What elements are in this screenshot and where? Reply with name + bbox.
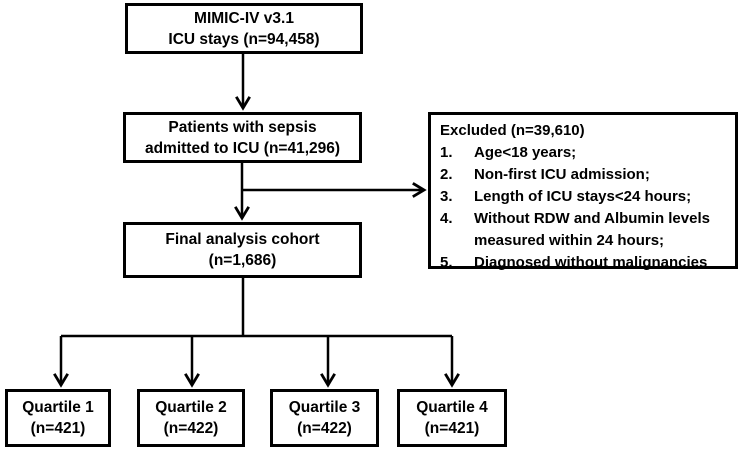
excluded-item-1-text: Age<18 years; xyxy=(474,144,577,161)
node-quartile-4: Quartile 4 (n=421) xyxy=(397,389,507,447)
excluded-item-1-number: 1. xyxy=(440,144,453,161)
excluded-item-2-text: Non-first ICU admission; xyxy=(474,166,650,183)
node-mimic-source-line2: ICU stays (n=94,458) xyxy=(168,30,320,48)
node-quartile-2-label: Quartile 2 xyxy=(155,399,227,416)
excluded-item-3-number: 3. xyxy=(440,188,453,205)
node-final-cohort-line2: (n=1,686) xyxy=(208,252,277,269)
node-mimic-source-line1: MIMIC-IV v3.1 xyxy=(194,9,294,27)
excluded-item-2-number: 2. xyxy=(440,166,453,183)
excluded-item-4: 4. Without RDW and Albumin levels measur… xyxy=(439,208,729,252)
node-quartile-2-count: (n=422) xyxy=(163,420,219,437)
node-quartile-4-count: (n=421) xyxy=(424,420,480,437)
node-quartile-1-label: Quartile 1 xyxy=(22,399,94,416)
excluded-item-5: 5. Diagnosed without malignancies xyxy=(439,252,729,274)
node-quartile-1: Quartile 1 (n=421) xyxy=(5,389,111,447)
excluded-item-1: 1. Age<18 years; xyxy=(439,142,729,164)
excluded-item-2: 2. Non-first ICU admission; xyxy=(439,164,729,186)
node-mimic-source: MIMIC-IV v3.1 ICU stays (n=94,458) xyxy=(125,3,363,54)
node-quartile-3: Quartile 3 (n=422) xyxy=(270,389,379,447)
node-quartile-3-label: Quartile 3 xyxy=(288,399,361,416)
node-quartile-1-count: (n=421) xyxy=(30,420,86,437)
node-sepsis-patients: Patients with sepsis admitted to ICU (n=… xyxy=(123,112,362,163)
node-sepsis-line1: Patients with sepsis xyxy=(168,118,317,136)
node-excluded: Excluded (n=39,610) 1. Age<18 years; 2. … xyxy=(428,112,738,271)
excluded-item-5-number: 5. xyxy=(440,254,453,271)
node-final-cohort-line1: Final analysis cohort xyxy=(165,231,320,248)
node-final-cohort: Final analysis cohort (n=1,686) xyxy=(123,222,362,278)
node-quartile-3-count: (n=422) xyxy=(297,420,352,437)
excluded-item-5-text: Diagnosed without malignancies xyxy=(474,254,708,271)
excluded-title: Excluded (n=39,610) xyxy=(440,122,585,139)
node-sepsis-line2: admitted to ICU (n=41,296) xyxy=(144,139,341,157)
excluded-item-4-number: 4. xyxy=(440,210,453,227)
excluded-item-4-text: Without RDW and Albumin levels measured … xyxy=(474,210,710,249)
node-quartile-2: Quartile 2 (n=422) xyxy=(137,389,245,447)
excluded-item-3: 3. Length of ICU stays<24 hours; xyxy=(439,186,729,208)
excluded-item-3-text: Length of ICU stays<24 hours; xyxy=(474,188,692,205)
node-quartile-4-label: Quartile 4 xyxy=(416,399,488,416)
